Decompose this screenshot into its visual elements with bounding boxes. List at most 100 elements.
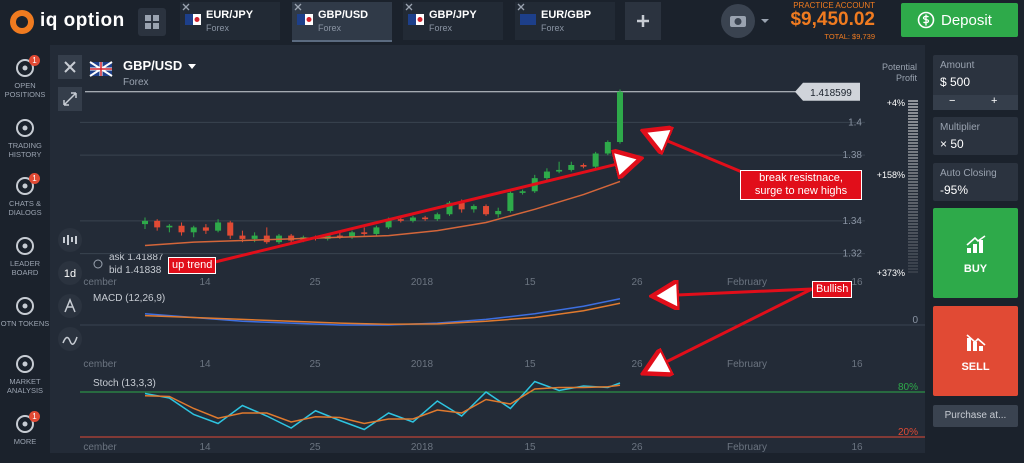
candle-body bbox=[154, 220, 161, 228]
candle-body bbox=[397, 219, 404, 221]
sidebar-item[interactable]: OTN TOKENS bbox=[0, 293, 50, 345]
tab-close[interactable] bbox=[182, 3, 190, 11]
sell-button[interactable]: SELL bbox=[933, 306, 1018, 396]
x-tick-label: 15 bbox=[524, 442, 536, 453]
tab-pair: EUR/GBP bbox=[541, 9, 592, 21]
tab-close[interactable] bbox=[294, 3, 302, 11]
apps-button[interactable] bbox=[138, 8, 166, 36]
tab[interactable]: EUR/JPY Forex bbox=[180, 2, 280, 40]
sidebar-label: OTN TOKENS bbox=[0, 319, 50, 328]
tab-flag bbox=[520, 14, 536, 25]
candle-body bbox=[215, 222, 222, 231]
plus[interactable]: + bbox=[991, 95, 998, 107]
x-tick-label: cember bbox=[83, 442, 117, 453]
candle-body bbox=[251, 235, 258, 239]
drawing-button[interactable] bbox=[58, 327, 82, 351]
sell-icon bbox=[966, 334, 986, 351]
close-icon bbox=[64, 61, 76, 73]
auto-close-label: Auto Closing bbox=[940, 168, 997, 179]
x-tick-label: 26 bbox=[631, 359, 643, 370]
y-tick-label: 20% bbox=[898, 427, 918, 438]
minus[interactable]: − bbox=[949, 95, 956, 107]
x-tick-label: 14 bbox=[199, 442, 211, 453]
amount-box[interactable]: Amount $ 500 − + bbox=[933, 55, 1018, 110]
icon-shape bbox=[22, 361, 28, 367]
timeframe: 1d bbox=[64, 268, 76, 280]
icon-shape bbox=[22, 421, 28, 427]
candle-body bbox=[227, 222, 234, 236]
tab-market: Forex bbox=[429, 23, 453, 33]
tab-close[interactable] bbox=[517, 3, 525, 11]
x-tick-label: February bbox=[727, 359, 767, 370]
sidebar-item[interactable]: MORE 1 bbox=[0, 411, 50, 463]
y-tick-label: 1.38 bbox=[843, 150, 863, 161]
y-tick-label: 80% bbox=[898, 382, 918, 393]
sidebar-icon bbox=[16, 415, 34, 433]
macd-label[interactable]: MACD (12,26,9) bbox=[93, 293, 165, 304]
candle-body bbox=[288, 235, 295, 241]
candle-body bbox=[617, 91, 623, 143]
close-icon bbox=[294, 3, 302, 11]
icon-shape bbox=[16, 59, 34, 77]
candle-body bbox=[263, 235, 270, 243]
icon-shape bbox=[16, 119, 34, 137]
icon-shape bbox=[22, 243, 28, 249]
candle-body bbox=[556, 169, 563, 172]
tab-pair: GBP/JPY bbox=[429, 9, 477, 21]
sidebar-item[interactable]: OPEN POSITIONS 1 bbox=[0, 55, 50, 107]
sidebar-item[interactable]: TRADING HISTORY bbox=[0, 115, 50, 167]
x-tick-label: 16 bbox=[851, 277, 863, 288]
candle-body bbox=[422, 217, 429, 220]
tab-flag bbox=[297, 14, 313, 25]
indicator-icon bbox=[64, 298, 76, 313]
tab[interactable]: EUR/GBP Forex bbox=[515, 2, 615, 40]
icon-shape bbox=[16, 177, 34, 195]
sidebar-label: TRADING HISTORY bbox=[8, 141, 42, 159]
purchase-button[interactable]: Purchase at... bbox=[933, 405, 1018, 427]
tab[interactable]: GBP/JPY Forex bbox=[403, 2, 503, 40]
deposit-label: Deposit bbox=[941, 12, 992, 29]
x-tick-label: 16 bbox=[851, 442, 863, 453]
add-tab[interactable] bbox=[625, 2, 661, 40]
potential-profit-title: Potential Profit bbox=[881, 62, 917, 83]
tab-flag bbox=[408, 14, 424, 25]
flag bbox=[89, 61, 113, 77]
flag-part bbox=[408, 14, 416, 25]
indicators-button[interactable] bbox=[58, 294, 82, 318]
stoch-label[interactable]: Stoch (13,3,3) bbox=[93, 378, 156, 389]
x-tick-label: 2018 bbox=[411, 277, 434, 288]
icon-shape bbox=[22, 303, 28, 309]
account-type[interactable]: PRACTICE ACCOUNT bbox=[793, 1, 875, 10]
macd-line bbox=[144, 302, 621, 326]
auto-close-box[interactable]: Auto Closing -95% bbox=[933, 163, 1018, 201]
multiplier-box[interactable]: Multiplier × 50 bbox=[933, 117, 1018, 155]
camera-button[interactable] bbox=[720, 3, 775, 41]
candle-body bbox=[519, 191, 526, 193]
chart-type-button[interactable] bbox=[58, 228, 82, 252]
candle-body bbox=[470, 206, 477, 210]
sidebar-item[interactable]: MARKET ANALYSIS bbox=[0, 351, 50, 403]
flag-part bbox=[297, 14, 305, 25]
y-tick-label: 1.34 bbox=[843, 216, 863, 227]
flag-part bbox=[306, 17, 312, 22]
tab-flag bbox=[185, 14, 201, 25]
asset-title[interactable]: GBP/USD bbox=[123, 58, 182, 73]
tab[interactable]: GBP/USD Forex bbox=[292, 2, 392, 42]
amount: $ 500 bbox=[940, 75, 971, 89]
badge: 1 bbox=[29, 411, 40, 422]
y-tick-label: 0 bbox=[912, 315, 918, 326]
annotation: Bullish bbox=[812, 281, 853, 298]
sidebar-item[interactable]: CHATS & DIALOGS 1 bbox=[0, 173, 50, 225]
timeframe-button[interactable] bbox=[58, 261, 82, 285]
sidebar-label: LEADER BOARD bbox=[9, 259, 40, 277]
flag-part bbox=[520, 14, 528, 25]
price-tag bbox=[795, 82, 860, 101]
sidebar-item[interactable]: LEADER BOARD bbox=[0, 233, 50, 285]
deposit-button[interactable]: Deposit bbox=[901, 3, 1018, 37]
asset-caret[interactable] bbox=[188, 64, 196, 69]
tab-close[interactable] bbox=[405, 3, 413, 11]
balance[interactable]: $9,450.02 bbox=[790, 9, 875, 30]
page: iq option EUR/JPY Forex GBP/USD Forex GBP/JP… bbox=[0, 1, 1018, 453]
buy-button[interactable]: BUY bbox=[933, 208, 1018, 298]
arrows bbox=[214, 132, 813, 372]
